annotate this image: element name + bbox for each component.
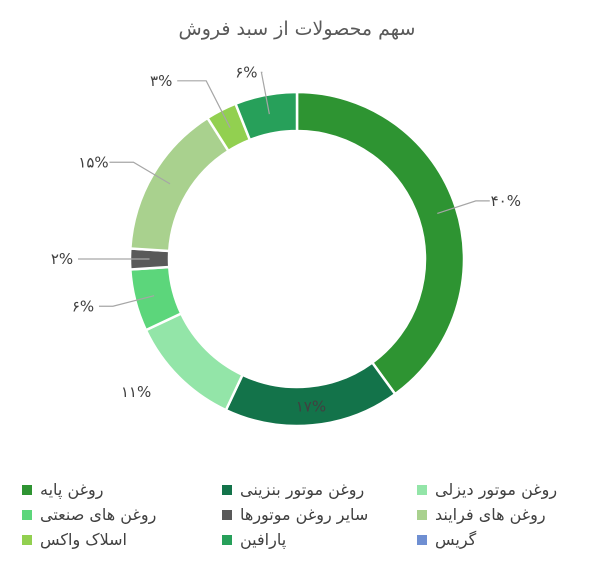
leader-line-6 bbox=[109, 161, 171, 185]
legend-label: اسلاک واکس bbox=[40, 530, 127, 549]
data-label-1: ۴۰% bbox=[491, 192, 521, 210]
legend-item-8: پارافین bbox=[222, 530, 286, 549]
data-label-5: ۲% bbox=[51, 250, 73, 268]
legend-item-7: اسلاک واکس bbox=[22, 530, 127, 549]
slice-2 bbox=[224, 360, 397, 428]
legend-swatch bbox=[222, 534, 232, 545]
legend-label: روغن پایه bbox=[40, 480, 104, 499]
legend-label: گریس bbox=[435, 530, 477, 549]
chart-title: سهم محصولات از سبد فروش bbox=[178, 18, 416, 40]
legend-swatch bbox=[417, 509, 427, 520]
legend-label: روغن های فرایند bbox=[435, 505, 546, 524]
legend-label: سایر روغن موتورها bbox=[240, 505, 369, 524]
legend-swatch bbox=[417, 534, 427, 545]
leader-line-8 bbox=[260, 71, 270, 115]
legend-item-9: گریس bbox=[417, 530, 476, 549]
legend-item-4: روغن های صنعتی bbox=[22, 505, 156, 524]
legend-label: روغن موتور دیزلی bbox=[435, 480, 558, 499]
legend-swatch bbox=[222, 484, 232, 495]
slice-1 bbox=[295, 90, 466, 396]
data-label-2: ۱۷% bbox=[296, 397, 326, 415]
slice-6 bbox=[129, 116, 231, 253]
legend-label: پارافین bbox=[240, 530, 287, 549]
data-label-7: ۳% bbox=[150, 72, 172, 90]
legend-item-3: روغن موتور دیزلی bbox=[417, 480, 557, 499]
leader-line-1 bbox=[437, 200, 490, 214]
legend-label: روغن های صنعتی bbox=[40, 505, 157, 524]
legend-swatch bbox=[222, 509, 232, 520]
leader-line-7 bbox=[177, 80, 231, 128]
legend-label: روغن موتور بنزینی bbox=[240, 480, 365, 499]
legend-item-1: روغن پایه bbox=[22, 480, 103, 499]
legend-item-5: سایر روغن موتورها bbox=[222, 505, 368, 524]
legend-swatch bbox=[22, 509, 32, 520]
slice-3 bbox=[144, 311, 245, 412]
data-label-4: ۶% bbox=[72, 297, 94, 315]
legend-item-6: روغن های فرایند bbox=[417, 505, 546, 524]
legend-swatch bbox=[417, 484, 427, 495]
leader-line-4 bbox=[98, 295, 155, 307]
slice-8 bbox=[233, 90, 299, 142]
legend-swatch bbox=[22, 534, 32, 545]
legend-swatch bbox=[22, 484, 32, 495]
data-label-6: ۱۵% bbox=[78, 153, 108, 171]
data-label-3: ۱۱% bbox=[121, 383, 151, 401]
data-label-8: ۶% bbox=[235, 63, 257, 81]
legend-item-2: روغن موتور بنزینی bbox=[222, 480, 364, 499]
